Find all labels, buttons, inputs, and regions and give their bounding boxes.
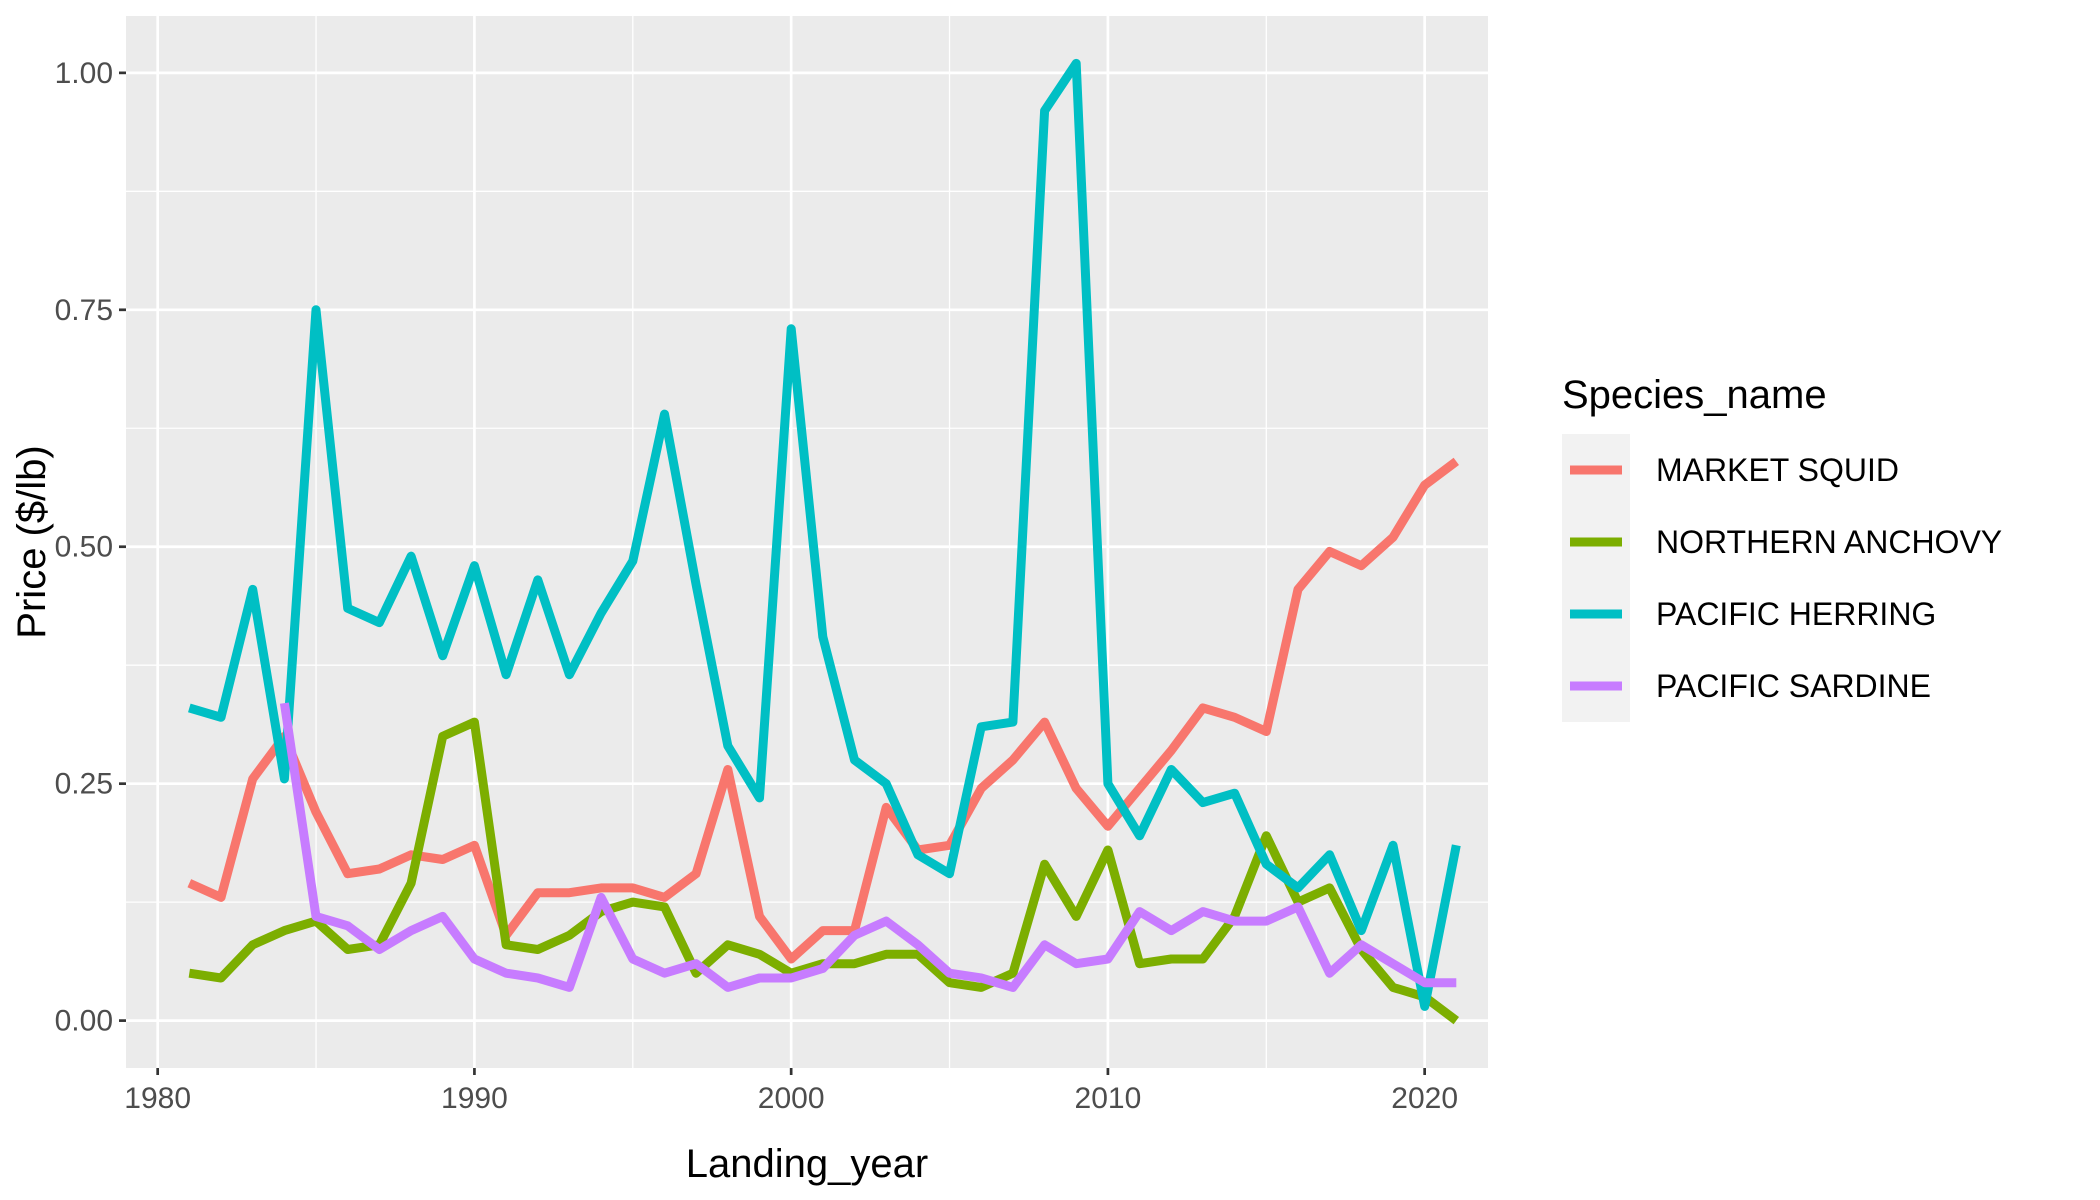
legend-label-market-squid: MARKET SQUID — [1656, 452, 1899, 488]
x-tick-label: 1990 — [441, 1082, 508, 1115]
legend-label-northern-anchovy: NORTHERN ANCHOVY — [1656, 524, 2002, 560]
y-axis-title: Price ($/lb) — [10, 445, 54, 638]
legend: Species_name MARKET SQUID NORTHERN ANCHOV… — [1562, 373, 2002, 722]
series-line-pacific-herring — [188, 58, 1461, 1011]
legend-keys-background — [1562, 434, 1630, 722]
x-tick-label: 1980 — [124, 1082, 191, 1115]
series-lines — [187, 58, 1461, 1025]
series-line-pacific-sardine — [279, 702, 1457, 992]
series-line-market-squid — [187, 457, 1459, 964]
y-tick-label: 0.25 — [55, 768, 113, 801]
x-axis-title: Landing_year — [686, 1142, 928, 1186]
y-tick-label: 0.00 — [55, 1005, 113, 1038]
x-tick-label: 2010 — [1075, 1082, 1142, 1115]
legend-title: Species_name — [1562, 373, 1827, 417]
axes: 1980 1990 2000 2010 2020 0.00 0.25 0.50 0.75 1.00 — [55, 57, 1458, 1115]
legend-items: MARKET SQUID NORTHERN ANCHOVY PACIFIC HERR… — [1570, 452, 2002, 704]
legend-label-pacific-sardine: PACIFIC SARDINE — [1656, 668, 1931, 704]
major-gridlines — [126, 16, 1488, 1068]
y-tick-label: 0.75 — [55, 294, 113, 327]
y-tick-label: 1.00 — [55, 57, 113, 90]
x-tick-label: 2020 — [1391, 1082, 1458, 1115]
x-tick-label: 2000 — [758, 1082, 825, 1115]
y-tick-label: 0.50 — [55, 531, 113, 564]
legend-label-pacific-herring: PACIFIC HERRING — [1656, 596, 1936, 632]
